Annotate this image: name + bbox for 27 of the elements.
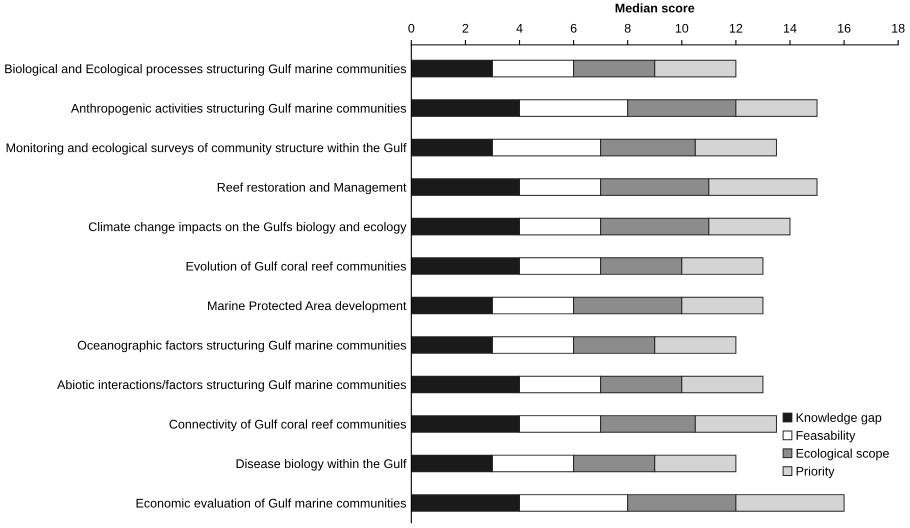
y-tick-label: Climate change impacts on the Gulfs biology and ecology [88,222,406,234]
y-tick-label: Oceanographic factors structuring Gulf marine communities [78,340,406,352]
y-tick-label: Marine Protected Area development [208,300,406,313]
y-tick-label: Anthropogenic activities structuring Gulf marine communities [70,104,406,116]
y-tick-label: Connectivity of Gulf coral reef communities [170,419,406,432]
y-tick-label: Abiotic interactions/factors structuring Gulf marine communities [57,380,406,392]
x-tick-label: 12 [730,24,742,33]
legend-label: Priority [796,466,834,478]
legend-label: Knowledge gap [796,412,882,424]
y-tick-label: Evolution of Gulf coral reef communities [186,262,406,271]
y-tick-label: Disease biology within the Gulf [236,458,406,471]
x-axis-title: Median score [616,3,694,13]
legend-label: Feasability [796,430,856,442]
y-tick-label: Monitoring and ecological surveys of community structure within the Gulf [6,143,407,155]
y-tick-label: Biological and Ecological processes structuring Gulf marine communities [5,64,406,76]
x-tick-label: 4 [516,24,523,33]
x-tick-label: 14 [784,24,797,33]
x-tick-label: 6 [570,24,577,33]
y-tick-label: Reef restoration and Management [218,182,406,194]
y-tick-label: Economic evaluation of Gulf marine communities [136,498,406,508]
x-tick-label: 8 [624,24,631,33]
x-tick-label: 2 [462,24,468,33]
x-tick-label: 16 [838,24,850,33]
x-tick-label: 0 [408,24,414,33]
x-tick-label: 10 [676,24,688,33]
legend-label: Ecological scope [796,448,889,460]
x-tick-label: 18 [892,24,905,33]
